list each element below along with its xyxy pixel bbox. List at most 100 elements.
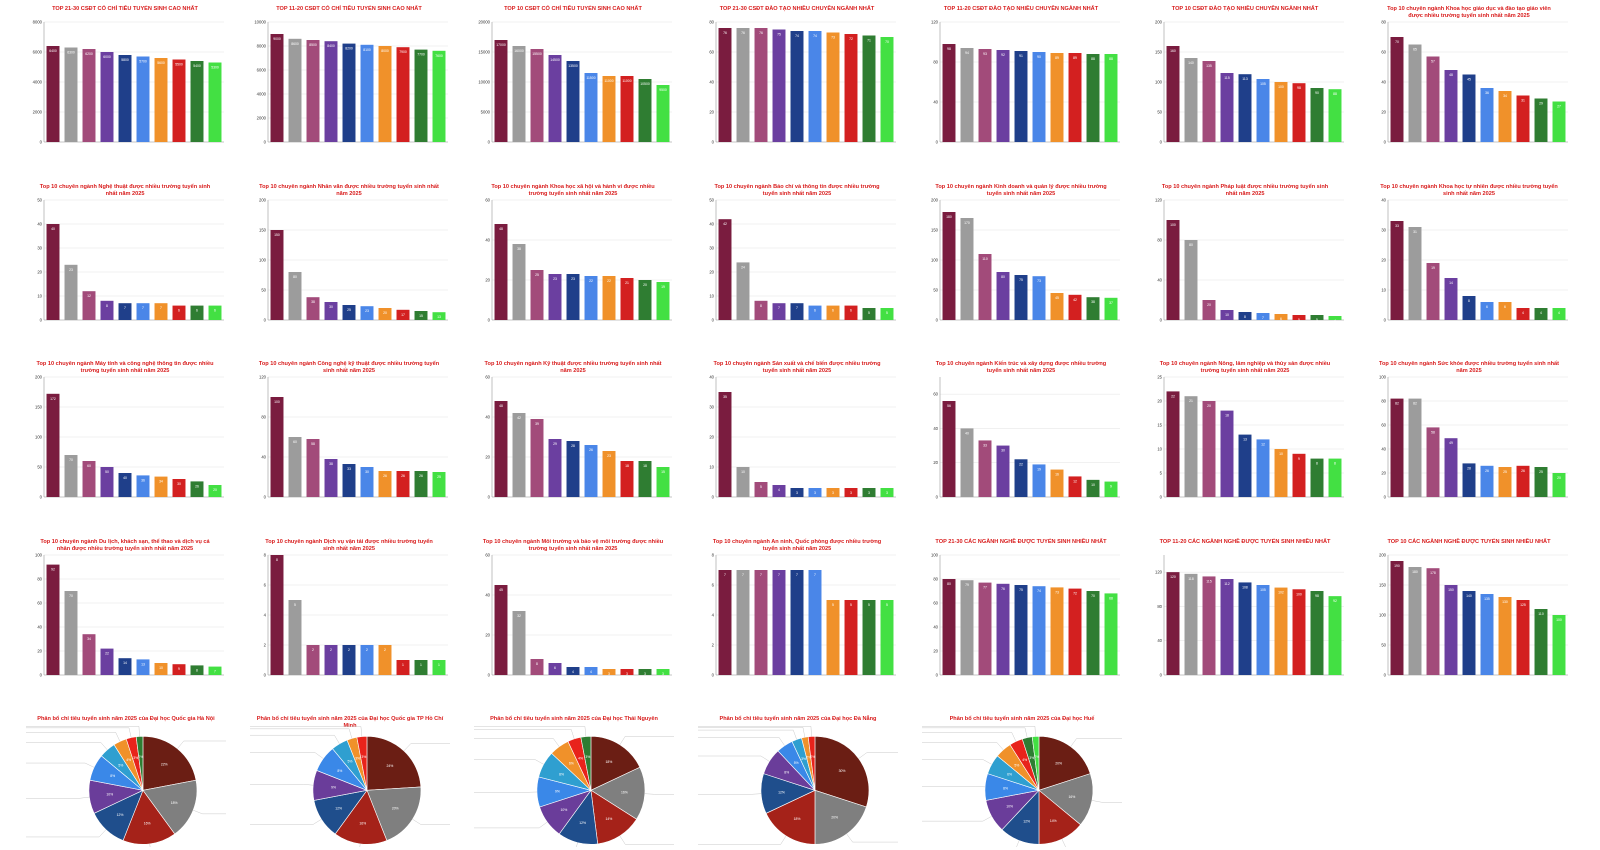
bar-value-label: 140 bbox=[1466, 594, 1472, 598]
bar-value-label: 12 bbox=[87, 294, 91, 298]
bar-value-label: 6 bbox=[814, 309, 816, 313]
bar bbox=[960, 48, 974, 142]
y-tick-label: 40 bbox=[933, 100, 938, 105]
pie-percent-label: 24% bbox=[386, 764, 393, 768]
pie-leader-line bbox=[698, 726, 812, 737]
pie-leader-line bbox=[474, 726, 587, 737]
bar-value-label: 72 bbox=[1073, 592, 1077, 596]
bar-value-label: 80 bbox=[1001, 275, 1005, 279]
chart-svg: Top 10 chuyên ngành Nghệ thuật được nhiề… bbox=[37, 183, 224, 323]
bar-value-label: 17000 bbox=[496, 43, 506, 47]
bar-value-label: 6 bbox=[1486, 305, 1488, 309]
chart-svg: Top 10 chuyên ngành Du lịch, khách sạn, … bbox=[35, 538, 224, 678]
bar bbox=[136, 475, 150, 497]
bar-value-label: 42 bbox=[1073, 298, 1077, 302]
pie-percent-label: 16% bbox=[359, 822, 366, 826]
chart-title: tuyển sinh nhất năm 2025 bbox=[763, 190, 831, 197]
chart-title: TOP 10 CSĐT CÓ CHỈ TIÊU TUYỂN SINH CAO N… bbox=[504, 4, 642, 12]
bar-value-label: 9500 bbox=[659, 88, 667, 92]
y-tick-label: 6 bbox=[264, 583, 267, 588]
pie-leader-line bbox=[1091, 800, 1122, 803]
y-tick-label: 20 bbox=[933, 460, 938, 465]
bar bbox=[1444, 585, 1458, 675]
chart-svg: Phân bổ chỉ tiêu tuyển sinh năm 2025 của… bbox=[922, 715, 1122, 847]
bar-value-label: 76 bbox=[741, 31, 745, 35]
bar-value-label: 30 bbox=[365, 470, 369, 474]
y-tick-label: 0 bbox=[1160, 318, 1163, 323]
pie-percent-label: 2% bbox=[806, 756, 811, 760]
bar bbox=[1184, 240, 1198, 320]
bar-value-label: 18 bbox=[1225, 414, 1229, 418]
y-tick-label: 20 bbox=[1381, 471, 1386, 476]
pie-percent-label: 5% bbox=[118, 763, 123, 767]
bar-chart-1: TOP 21-30 CSĐT CÓ CHỈ TIÊU TUYỂN SINH CA… bbox=[20, 2, 230, 174]
bar bbox=[1408, 567, 1422, 675]
y-tick-label: 60 bbox=[933, 392, 938, 397]
chart-title: tuyển sinh nhất năm 2025 bbox=[763, 545, 831, 552]
bar bbox=[530, 270, 544, 320]
bar-value-label: 2 bbox=[384, 648, 386, 652]
y-tick-label: 200 bbox=[259, 198, 267, 203]
bar-value-label: 92 bbox=[1333, 599, 1337, 603]
bar-value-label: 6400 bbox=[49, 49, 57, 53]
bar bbox=[656, 467, 670, 497]
bar-chart-21: Top 10 chuyên ngành Sức khỏe được nhiều … bbox=[1364, 357, 1574, 529]
bar-value-label: 38 bbox=[311, 300, 315, 304]
bar bbox=[790, 31, 804, 142]
pie-percent-label: 3% bbox=[361, 755, 366, 759]
y-tick-label: 5000 bbox=[481, 110, 491, 115]
bar-value-label: 31 bbox=[1413, 230, 1417, 234]
pie-percent-label: 3% bbox=[801, 757, 806, 761]
y-tick-label: 20 bbox=[37, 649, 42, 654]
chart-title: Top 10 chuyên ngành Khoa học giáo dục và… bbox=[1387, 6, 1551, 12]
y-tick-label: 8 bbox=[712, 553, 715, 558]
bar bbox=[566, 274, 580, 320]
chart-title: Phân bổ chỉ tiêu tuyển sinh năm 2025 của… bbox=[257, 715, 444, 722]
bar-value-label: 24 bbox=[741, 265, 745, 269]
bar bbox=[378, 645, 392, 675]
bar bbox=[432, 660, 446, 675]
bar-value-label: 11500 bbox=[586, 76, 595, 80]
bar-value-label: 42 bbox=[517, 416, 521, 420]
y-tick-label: 40 bbox=[933, 625, 938, 630]
chart-svg: Top 10 chuyên ngành Dịch vụ vận tải được… bbox=[264, 538, 448, 678]
bar-value-label: 5300 bbox=[211, 66, 219, 70]
chart-title: Top 10 chuyên ngành Dịch vụ vận tải được… bbox=[265, 538, 433, 545]
bar-value-label: 14 bbox=[123, 661, 127, 665]
pie-percent-label: 5% bbox=[347, 760, 352, 764]
bar bbox=[208, 62, 222, 142]
bar bbox=[208, 305, 222, 320]
chart-title: Top 10 chuyên ngành Nghệ thuật được nhiề… bbox=[40, 183, 211, 190]
bar-value-label: 5 bbox=[1316, 318, 1318, 322]
bar-value-label: 22 bbox=[105, 652, 109, 656]
bar-chart-22: Top 10 chuyên ngành Du lịch, khách sạn, … bbox=[20, 535, 230, 707]
pie-percent-label: 8% bbox=[559, 772, 564, 776]
bar bbox=[494, 401, 508, 497]
pie-percent-label: 3% bbox=[133, 756, 138, 760]
bar-value-label: 82 bbox=[1413, 402, 1417, 406]
y-tick-label: 2000 bbox=[257, 116, 267, 121]
bar-value-label: 102 bbox=[1278, 591, 1284, 595]
bar bbox=[1408, 44, 1422, 142]
bar bbox=[1310, 315, 1324, 320]
bar-value-label: 135 bbox=[1206, 64, 1212, 68]
pie-percent-label: 18% bbox=[794, 817, 801, 821]
bar bbox=[64, 264, 78, 320]
y-tick-label: 0 bbox=[1384, 495, 1387, 500]
bar bbox=[288, 272, 302, 320]
chart-svg: Top 10 chuyên ngành Khoa học giáo dục và… bbox=[1381, 6, 1568, 145]
pie-percent-label: 5% bbox=[1014, 763, 1019, 767]
bar bbox=[396, 471, 410, 497]
bar-value-label: 91 bbox=[1019, 54, 1023, 58]
bar bbox=[494, 224, 508, 320]
y-tick-label: 0 bbox=[40, 495, 43, 500]
bar bbox=[100, 467, 114, 497]
bar-value-label: 6 bbox=[554, 666, 556, 670]
bar-chart-16: Top 10 chuyên ngành Công nghệ kỹ thuật đ… bbox=[244, 357, 454, 529]
y-tick-label: 40 bbox=[37, 625, 42, 630]
bar-value-label: 60 bbox=[87, 464, 91, 468]
y-tick-label: 60 bbox=[1381, 50, 1386, 55]
pie-percent-label: 2% bbox=[810, 755, 815, 759]
y-tick-label: 80 bbox=[933, 577, 938, 582]
bar-value-label: 110 bbox=[1538, 612, 1544, 616]
